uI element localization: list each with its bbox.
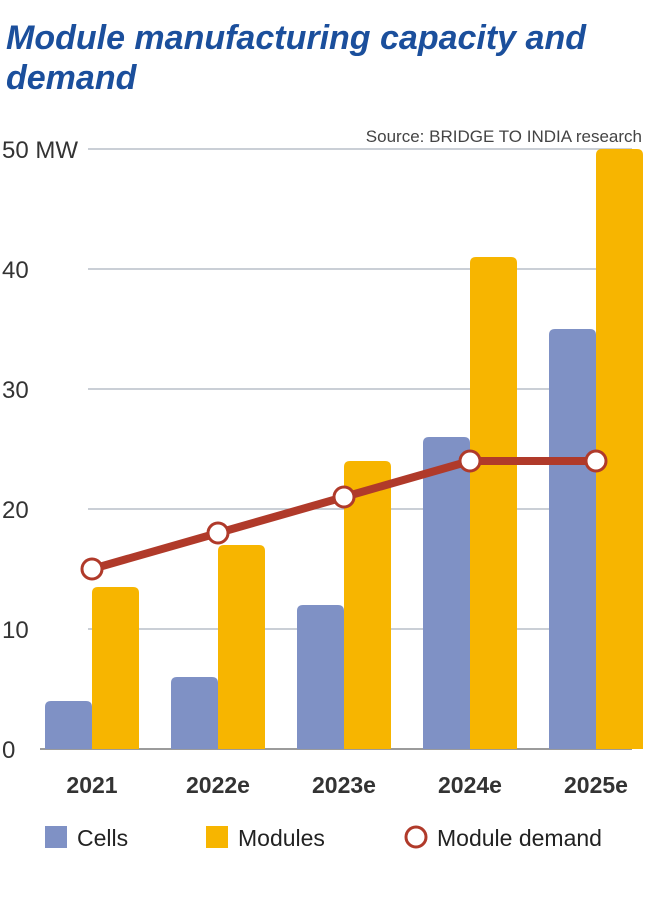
demand-point — [206, 521, 230, 545]
legend-label: Modules — [238, 825, 325, 851]
y-tick-label: 20 — [2, 497, 29, 524]
bar-cells — [549, 329, 596, 749]
demand-point — [80, 557, 104, 581]
demand-point — [584, 449, 608, 473]
bar-cells — [297, 605, 344, 749]
chart-source: Source: BRIDGE TO INDIA research — [366, 127, 642, 146]
bar-cells — [171, 677, 218, 749]
x-axis-ticks: 2021 2022e 2023e 2024e 2025e — [66, 772, 628, 798]
bar-modules — [470, 257, 517, 749]
y-tick-label: 40 — [2, 257, 29, 284]
x-tick-label: 2021 — [66, 772, 117, 798]
legend-label: Cells — [77, 825, 128, 851]
legend: Cells Modules Module demand — [45, 825, 602, 851]
y-tick-label: 50 MW — [2, 137, 78, 164]
bar-modules — [218, 545, 265, 749]
demand-point — [332, 485, 356, 509]
legend-swatch — [206, 826, 228, 848]
legend-marker — [404, 825, 428, 849]
y-tick-label: 0 — [2, 737, 15, 764]
x-tick-label: 2023e — [312, 772, 376, 798]
bar-modules — [92, 587, 139, 749]
x-tick-label: 2024e — [438, 772, 502, 798]
chart-title: Module manufacturing capacity and demand — [6, 19, 586, 97]
y-axis-ticks: 0 10 20 30 40 50 MW — [2, 137, 78, 764]
bars — [45, 149, 643, 749]
x-tick-label: 2022e — [186, 772, 250, 798]
bar-modules — [596, 149, 643, 749]
legend-label: Module demand — [437, 825, 602, 851]
demand-line-layer — [80, 449, 608, 581]
legend-swatch — [45, 826, 67, 848]
bar-modules — [344, 461, 391, 749]
x-tick-label: 2025e — [564, 772, 628, 798]
bar-cells — [423, 437, 470, 749]
demand-point — [458, 449, 482, 473]
y-tick-label: 30 — [2, 377, 29, 404]
bar-cells — [45, 701, 92, 749]
y-tick-label: 10 — [2, 617, 29, 644]
